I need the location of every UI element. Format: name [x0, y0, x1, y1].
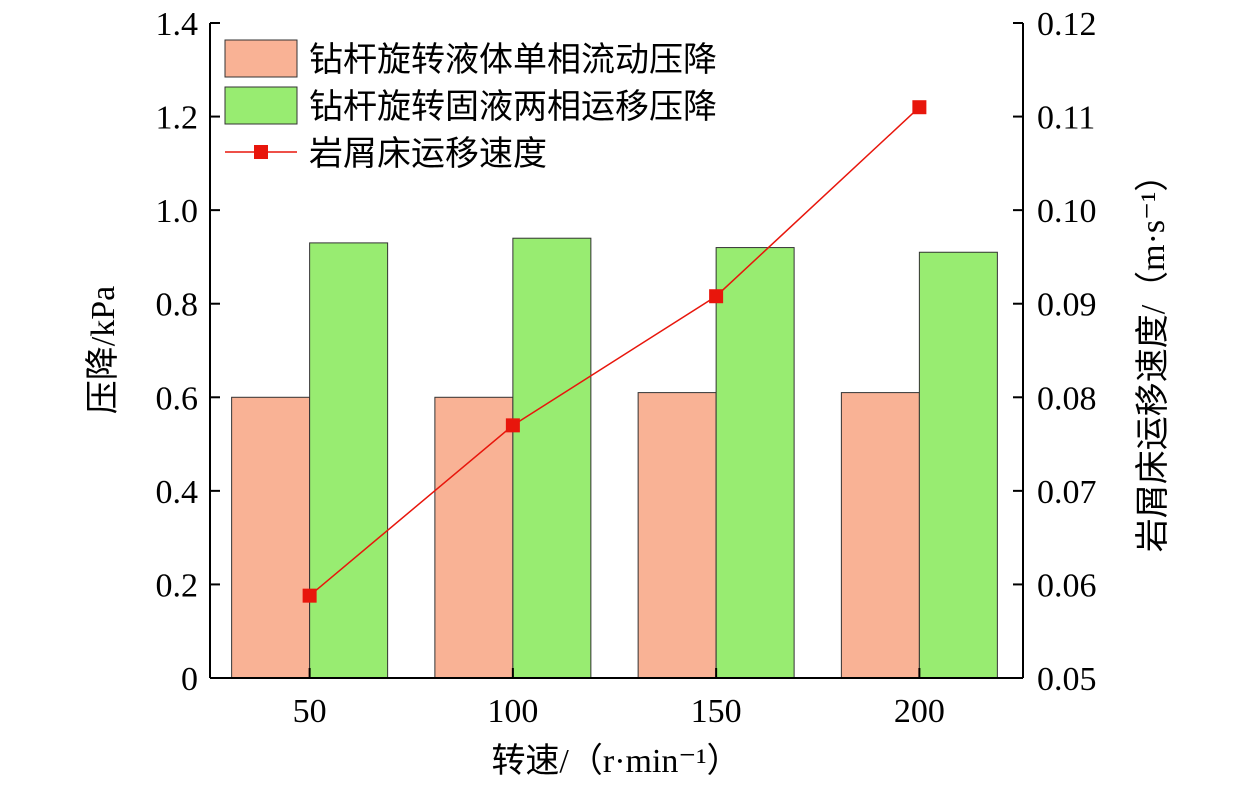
point-velocity-50 — [302, 588, 317, 603]
point-velocity-200 — [912, 100, 927, 115]
x-tick-label-150: 150 — [691, 693, 742, 730]
y-axis-title: 压降/kPa — [84, 286, 122, 414]
left-tick-label: 0.8 — [156, 287, 199, 324]
bar-single-phase-150 — [637, 392, 717, 679]
right-tick-label: 0.07 — [1037, 474, 1097, 511]
left-tick-label: 0.4 — [156, 474, 199, 511]
right-tick-label: 0.06 — [1037, 567, 1097, 604]
legend-label-0: 钻杆旋转液体单相流动压降 — [309, 41, 717, 79]
line-velocity — [309, 106, 920, 597]
x-tick-label-200: 200 — [894, 693, 945, 730]
bar-two-phase-200 — [918, 251, 998, 679]
right-ticks: 0.05 0.06 0.07 0.08 0.09 0.10 0.11 0.12 — [1013, 6, 1097, 698]
legend-swatch-0 — [224, 39, 298, 78]
point-velocity-150 — [709, 289, 724, 304]
legend-label-2: 岩屑床运移速度 — [309, 135, 547, 173]
x-axis-title: 转速/（r·min⁻¹） — [491, 742, 740, 780]
left-tick-label: 1.4 — [156, 6, 199, 43]
y2-axis-title: 岩屑床运移速度/（m·s⁻¹） — [1134, 158, 1172, 553]
x-tick-label-100: 100 — [487, 693, 538, 730]
bars-layer — [231, 237, 998, 679]
legend-marker-swatch — [254, 145, 268, 159]
point-velocity-100 — [505, 418, 520, 433]
legend-swatch-1 — [224, 86, 298, 125]
left-tick-label: 0.2 — [156, 567, 199, 604]
legend-label-1: 钻杆旋转固液两相运移压降 — [309, 88, 717, 126]
right-tick-label: 0.09 — [1037, 287, 1097, 324]
right-tick-label: 0.05 — [1037, 661, 1097, 698]
bar-single-phase-200 — [840, 392, 920, 679]
bar-two-phase-50 — [309, 242, 389, 679]
bar-two-phase-150 — [715, 247, 795, 679]
bar-single-phase-100 — [434, 396, 514, 679]
right-tick-label: 0.10 — [1037, 193, 1097, 230]
axes-layer — [209, 23, 1024, 679]
bar-two-phase-100 — [512, 237, 592, 679]
left-tick-label: 1.0 — [156, 193, 199, 230]
left-tick-label: 0 — [181, 661, 198, 698]
x-ticks: 50 100 150 200 — [293, 668, 945, 730]
bar-single-phase-50 — [231, 396, 311, 679]
line-layer — [302, 100, 927, 603]
right-tick-label: 0.12 — [1037, 6, 1097, 43]
left-tick-label: 1.2 — [156, 100, 199, 137]
right-tick-label: 0.08 — [1037, 380, 1097, 417]
left-ticks: 0 0.2 0.4 0.6 0.8 1.0 1.2 1.4 — [156, 6, 220, 698]
right-tick-label: 0.11 — [1037, 100, 1095, 137]
x-tick-label-50: 50 — [293, 693, 327, 730]
left-tick-label: 0.6 — [156, 380, 199, 417]
